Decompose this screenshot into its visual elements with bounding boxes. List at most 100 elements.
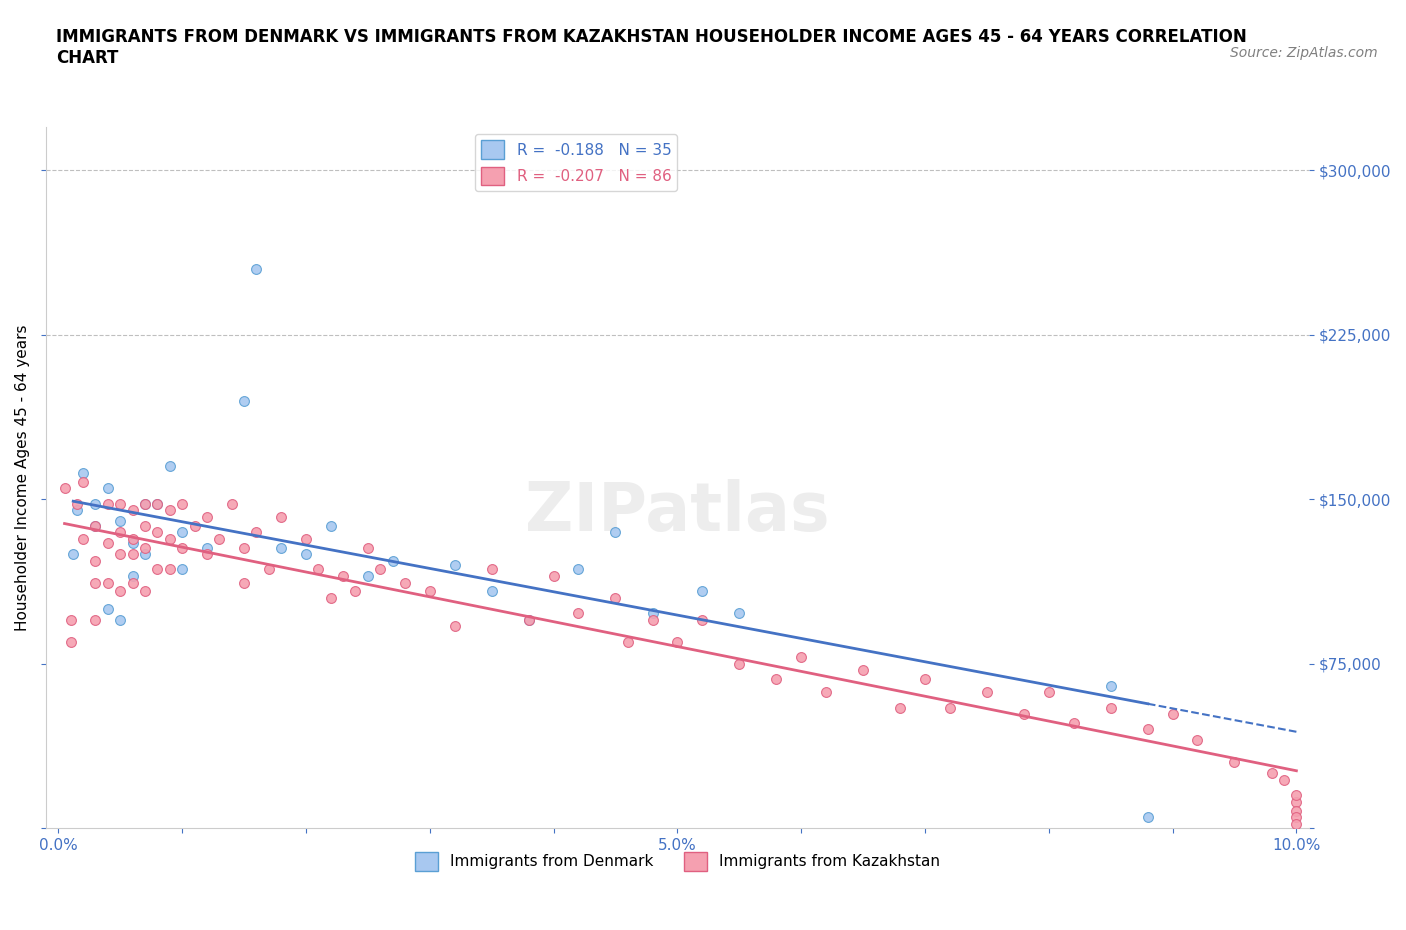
Kazakhstan bbox=[938, 700, 960, 715]
Kazakhstan bbox=[605, 591, 627, 605]
Kazakhstan bbox=[208, 531, 231, 546]
Kazakhstan bbox=[889, 700, 911, 715]
Text: Source: ZipAtlas.com: Source: ZipAtlas.com bbox=[1230, 46, 1378, 60]
Denmark bbox=[146, 497, 169, 512]
Kazakhstan bbox=[183, 518, 205, 533]
Kazakhstan bbox=[233, 540, 256, 555]
Kazakhstan bbox=[159, 503, 181, 518]
Kazakhstan bbox=[814, 684, 837, 699]
Kazakhstan bbox=[72, 531, 94, 546]
Kazakhstan bbox=[134, 518, 156, 533]
Kazakhstan bbox=[344, 584, 367, 599]
Denmark bbox=[1136, 810, 1159, 825]
Kazakhstan bbox=[146, 562, 169, 577]
Y-axis label: Householder Income Ages 45 - 64 years: Householder Income Ages 45 - 64 years bbox=[15, 325, 30, 631]
Kazakhstan bbox=[97, 536, 120, 551]
Denmark bbox=[159, 459, 181, 474]
Denmark bbox=[172, 525, 194, 539]
Denmark bbox=[134, 547, 156, 562]
Kazakhstan bbox=[641, 613, 664, 628]
Kazakhstan bbox=[72, 474, 94, 489]
Kazakhstan bbox=[121, 547, 143, 562]
Kazakhstan bbox=[97, 575, 120, 590]
Kazakhstan bbox=[53, 481, 76, 496]
Kazakhstan bbox=[1223, 755, 1246, 770]
Kazakhstan bbox=[394, 575, 416, 590]
Kazakhstan bbox=[617, 634, 640, 649]
Kazakhstan bbox=[121, 531, 143, 546]
Kazakhstan bbox=[1012, 707, 1035, 722]
Denmark bbox=[66, 503, 89, 518]
Denmark bbox=[245, 261, 267, 276]
Kazakhstan bbox=[66, 497, 89, 512]
Kazakhstan bbox=[233, 575, 256, 590]
Kazakhstan bbox=[1285, 804, 1308, 818]
Denmark bbox=[62, 547, 84, 562]
Kazakhstan bbox=[976, 684, 998, 699]
Kazakhstan bbox=[257, 562, 280, 577]
Kazakhstan bbox=[172, 497, 194, 512]
Kazakhstan bbox=[146, 497, 169, 512]
Denmark bbox=[1099, 678, 1122, 693]
Denmark bbox=[641, 605, 664, 620]
Legend: Immigrants from Denmark, Immigrants from Kazakhstan: Immigrants from Denmark, Immigrants from… bbox=[409, 845, 946, 877]
Denmark bbox=[195, 540, 218, 555]
Denmark bbox=[319, 518, 342, 533]
Kazakhstan bbox=[159, 531, 181, 546]
Kazakhstan bbox=[517, 613, 540, 628]
Denmark bbox=[72, 466, 94, 481]
Denmark bbox=[481, 584, 503, 599]
Kazakhstan bbox=[443, 619, 465, 634]
Text: IMMIGRANTS FROM DENMARK VS IMMIGRANTS FROM KAZAKHSTAN HOUSEHOLDER INCOME AGES 45: IMMIGRANTS FROM DENMARK VS IMMIGRANTS FR… bbox=[56, 28, 1247, 67]
Kazakhstan bbox=[914, 671, 936, 686]
Kazakhstan bbox=[1285, 788, 1308, 803]
Denmark bbox=[567, 562, 589, 577]
Kazakhstan bbox=[221, 497, 243, 512]
Kazakhstan bbox=[690, 613, 713, 628]
Kazakhstan bbox=[110, 547, 132, 562]
Kazakhstan bbox=[666, 634, 689, 649]
Denmark bbox=[233, 393, 256, 408]
Kazakhstan bbox=[481, 562, 503, 577]
Kazakhstan bbox=[97, 497, 120, 512]
Kazakhstan bbox=[357, 540, 380, 555]
Denmark bbox=[172, 562, 194, 577]
Denmark bbox=[84, 518, 107, 533]
Kazakhstan bbox=[419, 584, 441, 599]
Kazakhstan bbox=[110, 497, 132, 512]
Denmark bbox=[690, 584, 713, 599]
Kazakhstan bbox=[84, 575, 107, 590]
Kazakhstan bbox=[543, 568, 565, 583]
Kazakhstan bbox=[121, 575, 143, 590]
Kazakhstan bbox=[295, 531, 318, 546]
Denmark bbox=[443, 558, 465, 573]
Kazakhstan bbox=[307, 562, 329, 577]
Kazakhstan bbox=[245, 525, 267, 539]
Denmark bbox=[84, 497, 107, 512]
Denmark bbox=[728, 605, 751, 620]
Kazakhstan bbox=[1260, 766, 1282, 781]
Kazakhstan bbox=[1285, 817, 1308, 831]
Kazakhstan bbox=[319, 591, 342, 605]
Kazakhstan bbox=[1136, 722, 1159, 737]
Kazakhstan bbox=[1285, 794, 1308, 809]
Kazakhstan bbox=[84, 553, 107, 568]
Denmark bbox=[357, 568, 380, 583]
Denmark bbox=[121, 568, 143, 583]
Denmark bbox=[110, 513, 132, 528]
Kazakhstan bbox=[159, 562, 181, 577]
Kazakhstan bbox=[172, 540, 194, 555]
Kazakhstan bbox=[270, 510, 292, 525]
Kazakhstan bbox=[110, 525, 132, 539]
Kazakhstan bbox=[368, 562, 391, 577]
Kazakhstan bbox=[84, 613, 107, 628]
Denmark bbox=[605, 525, 627, 539]
Kazakhstan bbox=[121, 503, 143, 518]
Kazakhstan bbox=[1187, 733, 1209, 748]
Kazakhstan bbox=[567, 605, 589, 620]
Kazakhstan bbox=[1272, 773, 1295, 788]
Denmark bbox=[517, 613, 540, 628]
Kazakhstan bbox=[332, 568, 354, 583]
Kazakhstan bbox=[134, 540, 156, 555]
Denmark bbox=[97, 602, 120, 617]
